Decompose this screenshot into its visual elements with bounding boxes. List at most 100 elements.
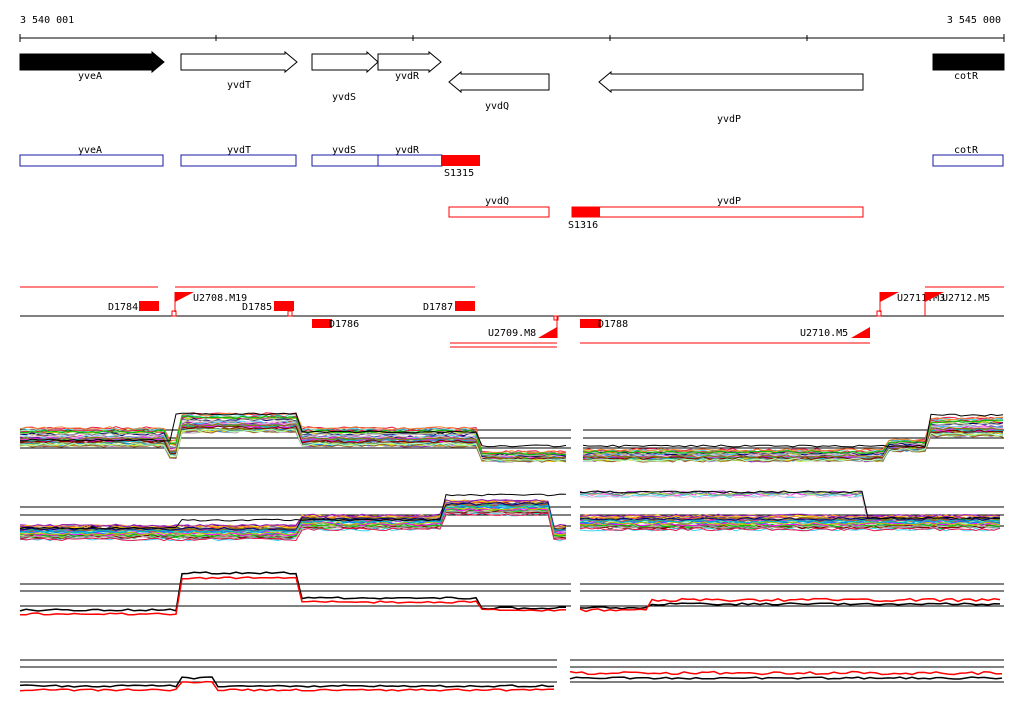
svg-text:D1785: D1785 [242, 302, 272, 313]
svg-text:cotR: cotR [954, 145, 979, 156]
svg-text:yvdQ: yvdQ [485, 196, 509, 207]
svg-text:yvdS: yvdS [332, 145, 356, 156]
expression-trace [579, 527, 1001, 532]
expression-trace [19, 676, 555, 688]
gene-cotR[interactable]: cotR [932, 53, 1005, 82]
unit-U2709.M8[interactable]: U2709.M8 [488, 316, 558, 339]
expression-trace [19, 412, 567, 448]
region-yvdR[interactable]: yvdR [377, 145, 443, 167]
region-track: yveA yvdT yvdS yvdR S1315 cotR yvdQ yvd [19, 145, 1004, 231]
svg-text:yvdT: yvdT [227, 145, 251, 156]
expression-lines-panel-2 [19, 490, 1001, 542]
svg-text:D1788: D1788 [598, 319, 628, 330]
expression-trace [579, 597, 1001, 613]
region-yveA[interactable]: yveA [19, 145, 164, 167]
svg-text:D1786: D1786 [329, 319, 359, 330]
expression-panel-3 [19, 571, 1004, 616]
unit-U2708.M19[interactable]: U2708.M19 [174, 292, 247, 312]
gene-track: yveA yvdT yvdS yvdR yvdQ yvdP cotR [19, 50, 1005, 125]
unit-U2712.M5[interactable]: U2712.M5 [924, 292, 990, 316]
svg-text:yvdQ: yvdQ [485, 101, 509, 112]
expression-trace [569, 676, 1003, 680]
expression-trace [19, 498, 567, 528]
svg-text:S1316: S1316 [568, 220, 598, 231]
expression-trace [19, 418, 567, 458]
expression-trace [579, 519, 1001, 524]
region-yvdQ[interactable]: yvdQ [448, 196, 550, 218]
expression-trace [579, 490, 1001, 520]
expression-trace [19, 493, 567, 530]
ruler-start-label: 3 540 001 [20, 15, 74, 26]
svg-text:U2712.M5: U2712.M5 [942, 293, 990, 304]
svg-text:yvdP: yvdP [717, 196, 741, 207]
svg-text:U2711.M3: U2711.M3 [897, 293, 945, 304]
expression-trace [20, 576, 567, 616]
region-yvdS[interactable]: yvdS [311, 145, 379, 167]
region-yvdP[interactable]: yvdP [571, 196, 864, 218]
expression-trace [19, 428, 567, 462]
svg-text:yvdR: yvdR [395, 71, 420, 82]
expression-trace [582, 425, 1004, 458]
gene-yvdP[interactable]: yvdP [598, 70, 864, 125]
regulatory-feature-S1315[interactable]: S1315 [441, 155, 480, 179]
gene-yvdS[interactable]: yvdS [311, 50, 379, 103]
expression-trace [582, 416, 1004, 453]
expression-lines-panel-1 [19, 412, 1004, 463]
expression-panel-1 [19, 412, 1004, 463]
expression-panel-2 [19, 490, 1004, 542]
expression-trace [582, 413, 1004, 448]
expression-trace [19, 571, 567, 612]
box-D1788[interactable]: D1788 [580, 319, 628, 330]
box-D1786[interactable]: D1786 [312, 319, 359, 330]
expression-trace [19, 422, 567, 460]
region-cotR[interactable]: cotR [932, 145, 1004, 167]
expression-trace [19, 512, 567, 542]
svg-text:yvdR: yvdR [395, 145, 420, 156]
expression-trace [579, 523, 1001, 528]
expression-trace [569, 670, 1003, 676]
expression-trace [582, 424, 1004, 458]
expression-trace [582, 432, 1004, 462]
unit-U2711.M3[interactable]: U2711.M3 [879, 292, 945, 312]
unit-U2710.M5[interactable]: U2710.M5 [800, 327, 870, 339]
svg-text:D1784: D1784 [108, 302, 138, 313]
svg-text:U2709.M8: U2709.M8 [488, 328, 536, 339]
expression-trace [19, 504, 567, 534]
coordinate-ruler: 3 540 001 3 545 000 [19, 15, 1005, 42]
box-D1785[interactable]: D1785 [242, 301, 294, 313]
svg-text:yvdP: yvdP [717, 114, 741, 125]
expression-trace [19, 501, 567, 531]
svg-text:yveA: yveA [78, 71, 102, 82]
expression-trace [19, 425, 567, 461]
svg-text:cotR: cotR [954, 71, 979, 82]
expression-trace [19, 680, 554, 692]
expression-lines-panel-3 [19, 571, 1001, 616]
box-D1787[interactable]: D1787 [423, 301, 475, 313]
expression-trace [19, 506, 567, 536]
gene-yvdR[interactable]: yvdR [377, 50, 442, 82]
gene-yveA[interactable]: yveA [19, 50, 165, 82]
gene-yvdT[interactable]: yvdT [180, 50, 298, 91]
svg-text:U2708.M19: U2708.M19 [193, 293, 247, 304]
expression-trace [19, 507, 567, 537]
expression-trace [582, 419, 1004, 454]
expression-trace [19, 415, 567, 456]
box-D1784[interactable]: D1784 [108, 301, 159, 313]
expression-trace [19, 420, 567, 459]
expression-trace [579, 527, 1001, 532]
expression-trace [19, 421, 567, 459]
svg-text:S1315: S1315 [444, 168, 474, 179]
gene-yvdQ[interactable]: yvdQ [448, 70, 550, 112]
expression-trace [579, 602, 1001, 610]
svg-text:D1787: D1787 [423, 302, 453, 313]
expression-panel-4 [19, 659, 1004, 692]
ruler-end-label: 3 545 000 [947, 15, 1001, 26]
expression-trace [579, 513, 1000, 518]
svg-text:yvdS: yvdS [332, 92, 356, 103]
svg-text:U2710.M5: U2710.M5 [800, 328, 848, 339]
svg-text:yveA: yveA [78, 145, 102, 156]
regulatory-feature-S1316[interactable]: S1316 [568, 207, 600, 231]
expression-lines-panel-4 [19, 670, 1003, 692]
region-yvdT[interactable]: yvdT [180, 145, 297, 167]
